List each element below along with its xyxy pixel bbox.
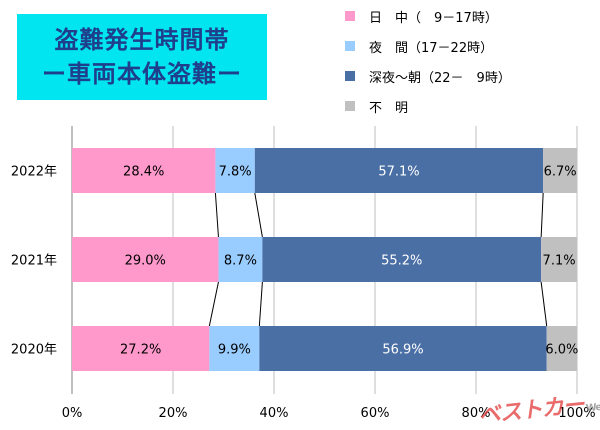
chart-title: 盗難発生時間帯	[54, 26, 230, 54]
x-tick-label-80: 80%	[462, 406, 491, 421]
x-tick-label-0: 0%	[62, 406, 83, 421]
y-category-label-0: 2022年	[11, 165, 57, 180]
bar-segment-s1-r2	[209, 326, 260, 371]
x-tick-label-60: 60%	[361, 406, 390, 421]
bar-segment-s2-r0	[254, 148, 544, 193]
bar-segment-s0-r1	[72, 237, 219, 282]
connector-line-b2-r1	[258, 281, 263, 327]
legend-label-evening: 夜 間（17－22時）	[369, 40, 494, 56]
data-label-s3-r2: 6.0%	[545, 343, 578, 358]
data-label-s3-r1: 7.1%	[543, 254, 576, 269]
legend-item-daytime: 日 中（ 9－17時）	[345, 6, 498, 26]
bar-segment-s3-r2	[546, 326, 577, 371]
bar-segment-s1-r0	[215, 148, 255, 193]
connector-line-b1-r0	[214, 192, 219, 238]
bar-segment-s2-r1	[262, 237, 542, 282]
legend-swatch-unknown	[345, 101, 355, 111]
y-category-label-1: 2021年	[11, 254, 57, 269]
legend-label-daytime: 日 中（ 9－17時）	[369, 10, 498, 26]
data-label-s1-r2: 9.9%	[218, 343, 251, 358]
legend-item-unknown: 不 明	[345, 96, 408, 116]
bar-segment-s0-r0	[72, 148, 216, 193]
legend-label-unknown: 不 明	[369, 100, 409, 116]
connector-line-b2-r0	[254, 192, 263, 238]
legend-swatch-daytime	[345, 11, 355, 21]
data-label-s2-r1: 55.2%	[381, 254, 422, 269]
bar-segment-s2-r2	[259, 326, 547, 371]
watermark-sub: Web	[585, 401, 600, 415]
bar-segment-s3-r0	[543, 148, 577, 193]
legend-swatch-night	[345, 71, 355, 81]
chart-title-box: 盗難発生時間帯 ー車両本体盗難ー	[17, 14, 267, 100]
connector-line-b3-r1	[540, 281, 548, 327]
connector-line-b3-r0	[540, 192, 544, 238]
y-category-label-2: 2020年	[11, 343, 57, 358]
data-label-s3-r0: 6.7%	[544, 165, 577, 180]
chart-subtitle: ー車両本体盗難ー	[42, 60, 242, 88]
bar-segment-s3-r1	[541, 237, 577, 282]
x-tick-label-20: 20%	[159, 406, 188, 421]
x-tick-label-100: 100%	[558, 406, 595, 421]
data-label-s2-r0: 57.1%	[378, 165, 419, 180]
data-label-s0-r1: 29.0%	[125, 254, 166, 269]
legend-item-night: 深夜～朝（22－ 9時）	[345, 66, 511, 86]
data-label-s2-r2: 56.9%	[382, 343, 423, 358]
legend-swatch-evening	[345, 41, 355, 51]
data-label-s0-r0: 28.4%	[123, 165, 164, 180]
data-label-s0-r2: 27.2%	[120, 343, 161, 358]
x-tick-label-40: 40%	[260, 406, 289, 421]
data-label-s1-r1: 8.7%	[224, 254, 257, 269]
bar-segment-s0-r2	[72, 326, 210, 371]
data-label-s1-r0: 7.8%	[219, 165, 252, 180]
connector-line-b1-r1	[208, 281, 219, 327]
legend-label-night: 深夜～朝（22－ 9時）	[369, 70, 511, 86]
bar-segment-s1-r1	[218, 237, 263, 282]
legend-item-evening: 夜 間（17－22時）	[345, 36, 493, 56]
